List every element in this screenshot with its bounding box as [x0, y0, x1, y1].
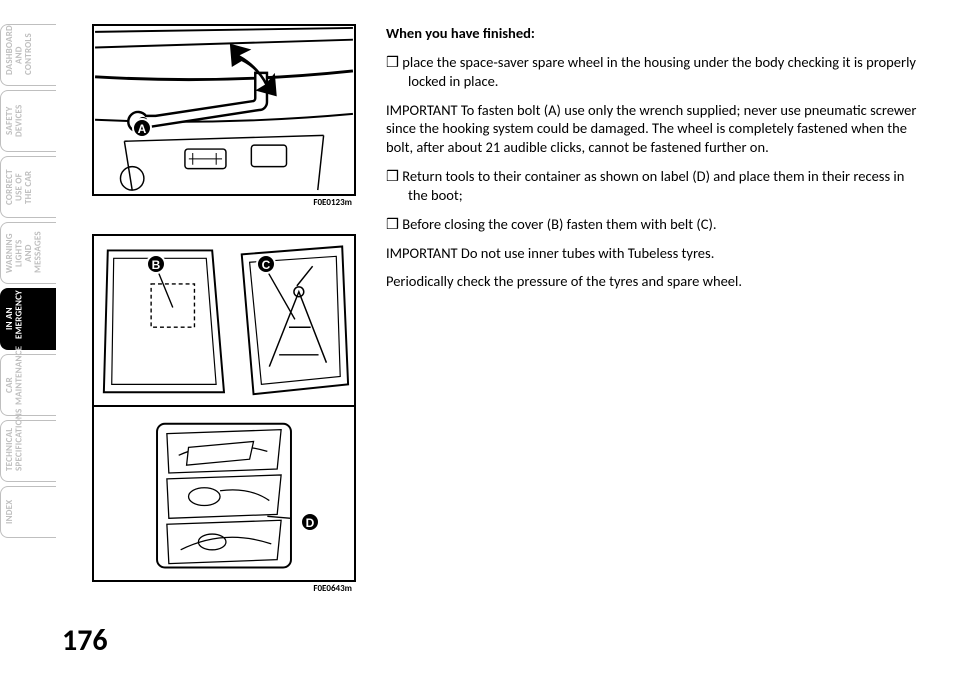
tab-warning-lights: WARNING LIGHTS AND MESSAGES: [0, 222, 56, 284]
tab-index: INDEX: [0, 486, 56, 538]
tab-dashboard: DASHBOARD AND CONTROLS: [0, 24, 56, 86]
body-text: When you have finished: place the space-…: [386, 24, 926, 301]
paragraph-3: Periodically check the pressure of the t…: [386, 272, 926, 291]
tab-emergency: IN AN EMERGENCY: [0, 288, 56, 350]
figure-1-svg: [94, 26, 354, 194]
figure-column: A F0E0123m: [92, 24, 356, 620]
tab-safety: SAFETY DEVICES: [0, 90, 56, 152]
callout-b: B: [146, 254, 166, 274]
heading: When you have finished:: [386, 24, 926, 43]
callout-d: D: [300, 512, 320, 532]
tab-maintenance: CAR MAINTENANCE: [0, 354, 56, 416]
tab-correct-use: CORRECT USE OF THE CAR: [0, 156, 56, 218]
figure-2: B C D F0E0643m: [92, 234, 356, 582]
bullet-2: Return tools to their container as shown…: [386, 167, 926, 205]
manual-page: DASHBOARD AND CONTROLS SAFETY DEVICES CO…: [0, 0, 954, 675]
figure-1: A F0E0123m: [92, 24, 356, 196]
side-tabs: DASHBOARD AND CONTROLS SAFETY DEVICES CO…: [0, 24, 56, 655]
callout-c: C: [256, 254, 276, 274]
bullet-3: Before closing the cover (B) fasten them…: [386, 215, 926, 234]
tab-tech-specs: TECHNICAL SPECIFICATIONS: [0, 420, 56, 482]
bullet-1: place the space-saver spare wheel in the…: [386, 53, 926, 91]
figure-2-code: F0E0643m: [313, 583, 352, 594]
page-number: 176: [62, 622, 108, 659]
paragraph-important-1: IMPORTANT To fasten bolt (A) use only th…: [386, 101, 926, 158]
callout-a: A: [132, 118, 152, 138]
paragraph-important-2: IMPORTANT Do not use inner tubes with Tu…: [386, 244, 926, 263]
figure-1-code: F0E0123m: [313, 197, 352, 208]
